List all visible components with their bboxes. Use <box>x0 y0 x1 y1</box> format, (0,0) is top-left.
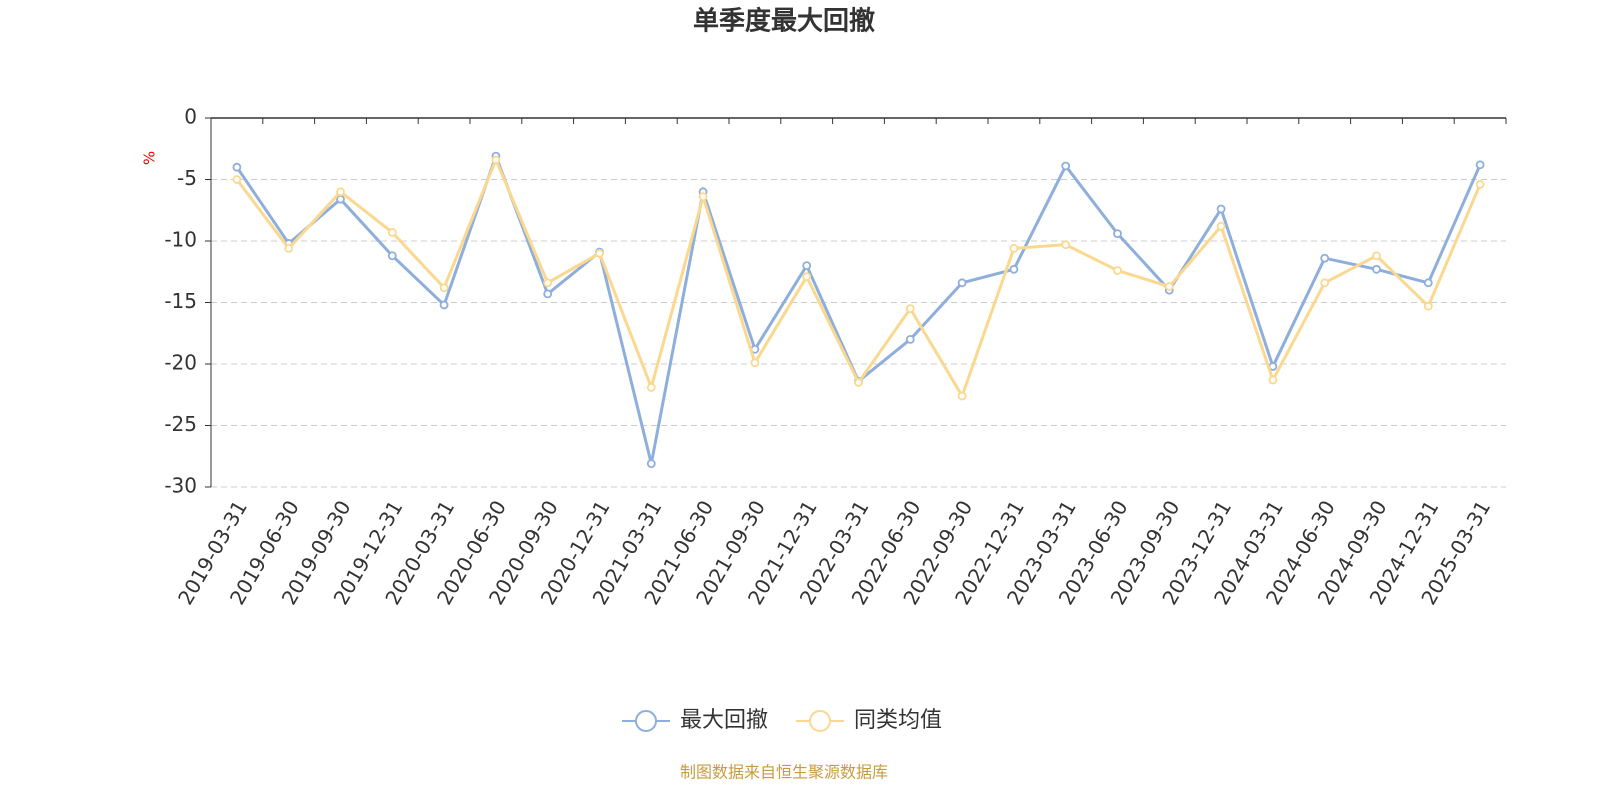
data-point <box>905 304 915 314</box>
source-note: 制图数据来自恒生聚源数据库 <box>680 763 888 782</box>
legend-marker <box>635 710 657 732</box>
legend-label: 同类均值 <box>854 708 942 733</box>
data-point <box>543 289 553 299</box>
data-point <box>439 300 449 310</box>
series-line <box>235 155 1482 400</box>
y-axis-label: % <box>141 151 159 165</box>
data-point <box>543 278 553 288</box>
data-point <box>232 175 242 184</box>
data-point <box>905 334 915 344</box>
data-point <box>698 192 708 202</box>
legend-marker <box>809 710 831 732</box>
data-point <box>439 283 449 293</box>
data-point <box>1009 264 1019 274</box>
y-tick-label: -30 <box>164 474 197 498</box>
data-point <box>595 248 604 258</box>
data-point <box>1475 160 1485 170</box>
data-point <box>802 272 812 282</box>
data-point <box>491 155 501 165</box>
y-tick-label: 0 <box>184 105 197 129</box>
legend-item[interactable]: 同类均值 <box>796 708 942 733</box>
series-line <box>235 151 1482 464</box>
legend-label: 最大回撤 <box>680 708 768 733</box>
data-point <box>1268 375 1278 385</box>
data-point <box>802 261 812 271</box>
data-point <box>646 382 656 392</box>
data-point <box>1113 266 1122 275</box>
data-point <box>854 378 863 387</box>
data-point <box>1372 251 1381 261</box>
data-point <box>1216 204 1226 214</box>
data-point <box>646 459 656 469</box>
data-point <box>1061 161 1071 171</box>
data-point <box>1216 221 1226 231</box>
data-point <box>957 278 967 288</box>
data-point <box>750 358 760 368</box>
data-point <box>1320 253 1330 263</box>
y-tick-label: -10 <box>164 228 197 252</box>
data-point <box>387 251 397 261</box>
data-point <box>957 391 967 401</box>
data-point <box>1061 240 1071 250</box>
data-point <box>284 243 294 253</box>
data-point <box>232 162 242 172</box>
data-point <box>1423 301 1433 311</box>
y-tick-label: -15 <box>164 289 197 313</box>
data-point <box>1475 180 1485 189</box>
y-tick-label: -5 <box>177 166 197 190</box>
data-point <box>1113 229 1122 239</box>
y-tick-label: -25 <box>164 412 197 436</box>
legend-item[interactable]: 最大回撤 <box>622 708 768 733</box>
data-point <box>1320 278 1330 288</box>
data-point <box>336 194 345 204</box>
data-point <box>1372 264 1381 274</box>
y-tick-label: -20 <box>164 351 197 375</box>
data-point <box>1009 243 1019 253</box>
data-point <box>1164 282 1174 291</box>
data-point <box>387 227 397 237</box>
chart-title: 单季度最大回撤 <box>693 6 875 37</box>
data-point <box>1423 278 1433 288</box>
data-point <box>336 187 345 197</box>
